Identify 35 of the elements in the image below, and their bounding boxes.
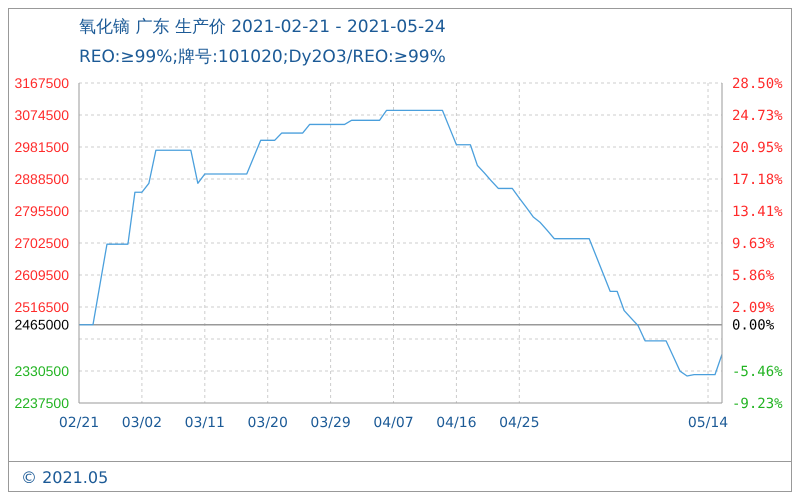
- y-tick-label: 2330500: [14, 363, 70, 379]
- x-tick-label: 03/11: [184, 415, 225, 431]
- y2-tick-label: 24.73%: [732, 108, 784, 124]
- chart-title: 氧化镝 广东 生产价 2021-02-21 - 2021-05-24: [79, 16, 446, 38]
- y2-tick-label: 13.41%: [732, 204, 784, 220]
- x-tick-label: 03/20: [248, 415, 288, 431]
- y-tick-label: 2237500: [14, 395, 70, 411]
- x-tick-label: 05/14: [688, 415, 728, 431]
- y2-tick-label: 0.00%: [732, 318, 775, 334]
- x-tick-label: 04/07: [373, 415, 414, 431]
- y-tick-label: 3167500: [14, 75, 70, 91]
- y-tick-label: 2888500: [14, 171, 70, 187]
- x-tick-label: 04/16: [436, 415, 477, 431]
- y-tick-label: 2981500: [14, 139, 70, 155]
- y-tick-label: 2465000: [14, 316, 70, 333]
- x-tick-label: 04/25: [499, 415, 540, 431]
- chart-subtitle: REO:≥99%;牌号:101020;Dy2O3/REO:≥99%: [79, 46, 446, 68]
- text: © 2021.05: [21, 468, 108, 487]
- y2-tick-label: 2.09%: [732, 300, 775, 316]
- y2-tick-label: -5.46%: [732, 364, 784, 380]
- y-tick-label: 2609500: [14, 267, 70, 283]
- y-tick-label: 2516500: [14, 299, 70, 315]
- y-tick-label: 2795500: [14, 203, 70, 219]
- y2-tick-label: 20.95%: [732, 140, 784, 156]
- x-tick-label: 02/21: [58, 415, 100, 431]
- x-tick-label: 03/29: [310, 415, 351, 431]
- y-tick-label: 3074500: [14, 107, 70, 123]
- y2-tick-label: 28.50%: [732, 76, 784, 92]
- y2-tick-label: 17.18%: [732, 172, 784, 188]
- line-series: [78, 110, 723, 377]
- y2-tick-label: -9.23%: [732, 396, 784, 412]
- y-tick-label: 2702500: [14, 235, 70, 251]
- x-tick-label: 03/02: [122, 415, 162, 431]
- y2-tick-label: 9.63%: [732, 236, 775, 252]
- y2-tick-label: 5.86%: [732, 268, 775, 284]
